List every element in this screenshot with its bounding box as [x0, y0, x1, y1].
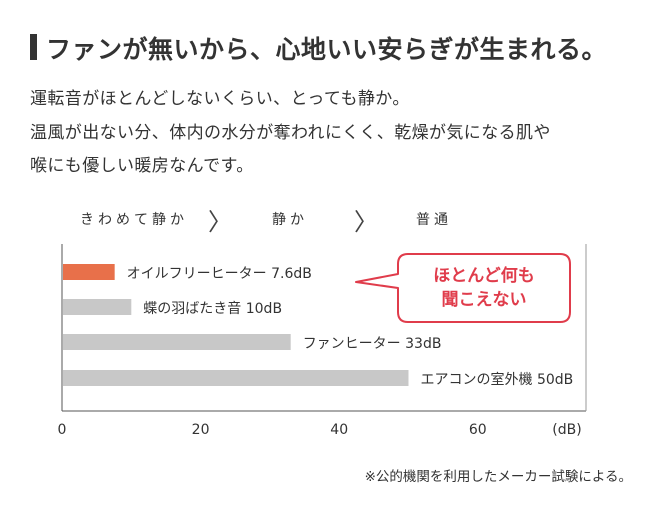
x-tick-label: 20	[192, 422, 210, 438]
body-text-line: 喉にも優しい暖房なんです。	[30, 156, 254, 176]
scale-label-normal: 普通	[416, 212, 452, 228]
x-tick-label: 40	[330, 422, 348, 438]
body-text-line: 温風が出ない分、体内の水分が奪われにくく、乾燥が気になる肌や	[30, 123, 551, 143]
bar	[63, 334, 291, 350]
scale-label-very-quiet: きわめて静か	[80, 212, 188, 228]
body-text-line: 運転音がほとんどしないくらい、とっても静か。	[30, 89, 410, 109]
chevron-right-icon: 〉	[354, 208, 378, 236]
page-headline: ファンが無いから、心地いい安らぎが生まれる。	[46, 35, 608, 64]
heading-accent-bar	[30, 34, 37, 60]
bar	[63, 264, 115, 280]
scale-label-quiet: 静か	[272, 212, 308, 228]
x-unit-label: (dB)	[552, 422, 581, 438]
callout-bubble	[355, 253, 571, 323]
bar-data-label: エアコンの室外機 50dB	[421, 371, 574, 388]
x-tick-label: 0	[58, 422, 67, 438]
footnote: ※公的機関を利用したメーカー試験による。	[364, 469, 632, 485]
callout-text-line: ほとんど何も	[433, 265, 535, 286]
bar-data-label: 蝶の羽ばたき音 10dB	[143, 300, 282, 317]
bar	[63, 299, 132, 315]
chevron-right-icon: 〉	[208, 208, 232, 236]
x-tick-label: 60	[469, 422, 487, 438]
bar	[63, 370, 409, 386]
callout-text-line: 聞こえない	[442, 290, 527, 310]
bar-data-label: ファンヒーター 33dB	[303, 336, 442, 352]
bar-data-label: オイルフリーヒーター 7.6dB	[127, 266, 312, 282]
